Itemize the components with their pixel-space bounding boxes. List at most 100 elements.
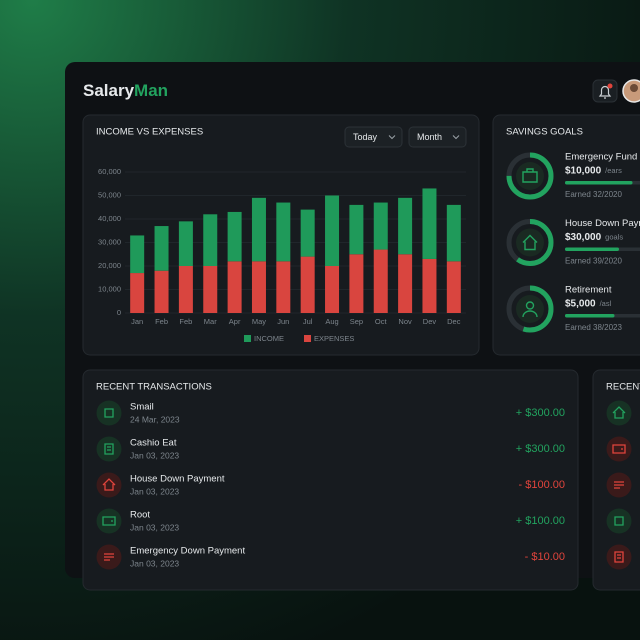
bar-segment [325, 266, 340, 313]
dropdown-chevron [452, 135, 460, 140]
goal-unit: goals [605, 232, 623, 241]
x-tick-label: Sep [350, 317, 363, 326]
goal-amount: $5,000 [565, 299, 596, 310]
y-tick-label: 0 [117, 308, 121, 317]
bar-segment [446, 204, 461, 262]
goal-unit: /ears [605, 166, 622, 175]
brand: SalaryMan [83, 81, 168, 100]
goal-icon [522, 301, 538, 318]
x-tick-label: Jun [277, 317, 289, 326]
goal-name: Retirement [565, 285, 612, 296]
transaction-icon [104, 553, 114, 561]
x-tick-label: Jan [131, 317, 143, 326]
goal-earned: Earned 38/2023 [565, 323, 622, 332]
bar-segment [300, 256, 315, 313]
x-tick-label: Feb [179, 317, 192, 326]
bar-segment [373, 202, 388, 250]
goal-name: House Down Payment [565, 218, 640, 229]
transaction-icon [102, 478, 116, 491]
bar-segment [398, 197, 413, 255]
transaction-amount: + $300.00 [516, 443, 565, 455]
x-tick-label: Aug [325, 317, 338, 326]
y-tick-label: 60,000 [98, 167, 121, 176]
goal-icon-bg [516, 162, 544, 190]
goal-icon [522, 234, 538, 251]
transactions-title: RECENT TRANSACTIONS [96, 382, 212, 393]
bar-segment [276, 261, 291, 313]
y-tick-label: 50,000 [98, 190, 121, 199]
goal-ring-progress [506, 219, 554, 266]
transaction-icon [612, 444, 626, 454]
goal-icon [522, 168, 538, 183]
bar-segment [203, 266, 218, 313]
transaction-icon-bg [96, 508, 122, 534]
transaction-icon-bg [96, 400, 122, 426]
goal-amount: $10,000 [565, 166, 602, 177]
goal-bar-fill [565, 181, 633, 185]
transaction-date: Jan 03, 2023 [130, 486, 179, 496]
transaction-name: House Down Payment [130, 474, 225, 485]
goal-ring-progress [506, 285, 554, 333]
bar-segment [130, 235, 145, 274]
transaction-icon [612, 406, 626, 419]
dropdown-chevron [388, 135, 396, 140]
filter-button[interactable] [344, 126, 403, 148]
side-title: RECENT [606, 382, 640, 393]
goal-earned: Earned 39/2020 [565, 257, 622, 266]
bar-segment [178, 266, 193, 313]
transaction-name: Smail [130, 402, 154, 413]
transaction-icon [614, 481, 624, 489]
bar-segment [130, 273, 145, 313]
x-tick-label: Feb [155, 317, 168, 326]
filter-button[interactable] [408, 126, 467, 148]
bar-segment [227, 261, 242, 313]
bar-segment [154, 270, 169, 313]
bar-segment [422, 188, 437, 259]
x-tick-label: Dev [423, 317, 437, 326]
bar-segment [422, 258, 437, 313]
legend-swatch [244, 335, 251, 342]
bar-segment [300, 209, 315, 257]
bar-segment [373, 249, 388, 313]
transaction-icon-bg [606, 400, 632, 426]
transaction-amount: - $10.00 [525, 551, 565, 563]
y-tick-label: 20,000 [98, 261, 121, 270]
bell-icon [598, 85, 612, 99]
transaction-icon [102, 516, 116, 526]
transaction-icon-bg [606, 436, 632, 462]
legend-swatch [304, 335, 311, 342]
bar-segment [446, 261, 461, 313]
x-tick-label: May [252, 317, 266, 326]
x-tick-label: Mar [204, 317, 217, 326]
goal-ring-progress [506, 152, 554, 200]
bar-segment [251, 197, 266, 262]
x-tick-label: Jul [303, 317, 313, 326]
transactions-card [82, 369, 579, 591]
brand-accent: Man [134, 81, 168, 100]
chart-title: INCOME VS EXPENSES [96, 127, 203, 138]
transaction-icon [104, 443, 114, 455]
notification-button[interactable] [592, 79, 618, 103]
transaction-icon-bg [96, 472, 122, 498]
legend-label: INCOME [254, 334, 284, 343]
goal-earned: Earned 32/2020 [565, 190, 622, 199]
goal-unit: /asl [600, 299, 612, 308]
transaction-amount: + $300.00 [516, 407, 565, 419]
transaction-amount: + $100.00 [516, 515, 565, 527]
x-tick-label: Oct [375, 317, 388, 326]
filter-label: Today [353, 132, 378, 142]
goal-name: Emergency Fund [565, 152, 637, 163]
goal-bar-fill [565, 247, 619, 251]
transaction-icon [614, 551, 624, 563]
y-tick-label: 40,000 [98, 214, 121, 223]
transaction-icon-bg [96, 436, 122, 462]
y-tick-label: 30,000 [98, 237, 121, 246]
brand-main: Salary [83, 81, 135, 100]
avatar-head [630, 84, 638, 92]
savings-title: SAVINGS GOALS [506, 127, 583, 138]
legend-label: EXPENSES [314, 334, 354, 343]
bar-segment [325, 195, 340, 266]
goal-bar-fill [565, 314, 615, 318]
transaction-date: Jan 03, 2023 [130, 522, 179, 532]
